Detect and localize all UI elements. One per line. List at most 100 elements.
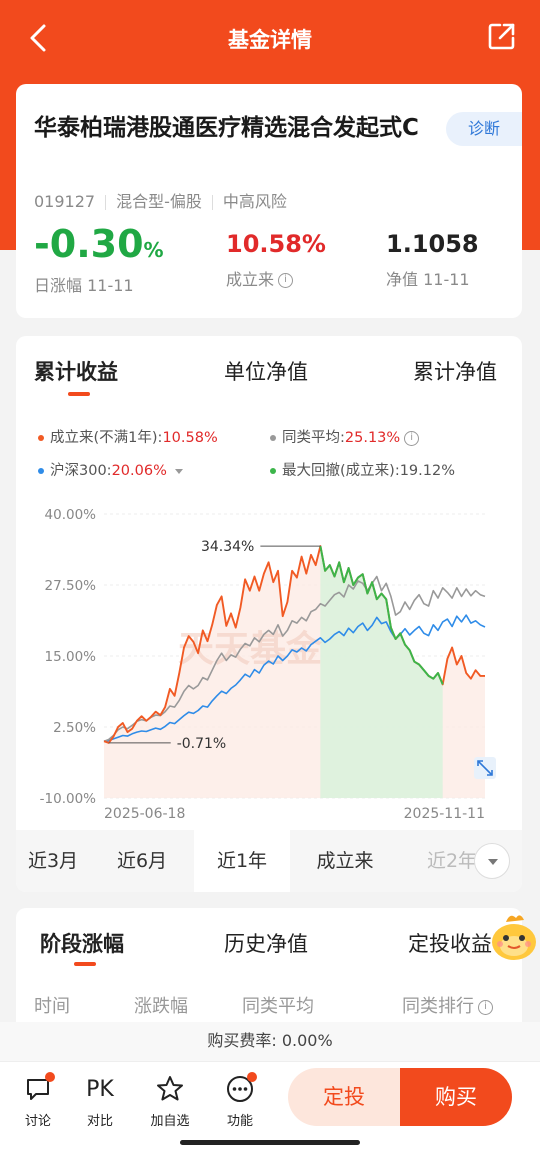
mascot-icon[interactable]	[488, 912, 540, 966]
legend-fund: 成立来(不满1年):10.58%	[38, 426, 218, 447]
legend-drawdown: 最大回撤(成立来):19.12%	[270, 459, 455, 480]
tab-unit-nav[interactable]: 单位净值	[224, 360, 308, 384]
column-peer-rank: 同类排行 i	[402, 992, 493, 1018]
series-line-index	[103, 614, 486, 742]
column-peer-average: 同类平均	[242, 996, 314, 1017]
star-icon	[157, 1076, 183, 1101]
nav-label: 净值 11-11	[386, 270, 470, 289]
legend-fund-value: 10.58%	[162, 430, 218, 446]
legend-dot	[38, 435, 44, 441]
tab-underline	[74, 962, 96, 966]
chart-annotations: 34.34% -0.71%	[108, 539, 321, 752]
fund-meta: 019127 混合型-偏股 中高风险	[34, 188, 287, 212]
bottom-action-bar: 讨论 PK 对比 加自选 功能 定投 购买	[0, 1062, 540, 1157]
y-tick-label: 15.00%	[45, 649, 97, 665]
nav-add-watchlist[interactable]: 加自选	[145, 1072, 195, 1129]
y-tick-label: 2.50%	[53, 720, 96, 736]
nav-functions[interactable]: 功能	[215, 1072, 265, 1129]
drawdown-area	[320, 546, 443, 798]
back-arrow-icon[interactable]	[22, 20, 58, 56]
more-periods-button[interactable]	[474, 843, 510, 879]
series-line-drawdown	[319, 545, 444, 685]
daily-change-label: 日涨幅 11-11	[34, 276, 134, 295]
fund-type: 混合型-偏股	[116, 192, 202, 211]
legend-fund-label: 成立来(不满1年):	[50, 430, 163, 446]
since-inception-label-row[interactable]: 成立来 i	[226, 266, 326, 290]
y-axis-ticks: 40.00% 27.50% 15.00% 2.50% -10.00%	[40, 507, 97, 807]
legend-index-value: 20.06%	[111, 463, 167, 479]
y-tick-label: 40.00%	[45, 507, 97, 523]
legend-dot	[270, 435, 276, 441]
app-header: 基金详情	[0, 0, 540, 76]
tab-stage-change[interactable]: 阶段涨幅	[40, 932, 124, 956]
info-icon[interactable]: i	[278, 273, 294, 288]
nav-discuss-label: 讨论	[24, 1114, 51, 1129]
period-selector: 近3月 近6月 近1年 成立来 近2年	[16, 830, 522, 892]
min-annotation: -0.71%	[177, 736, 227, 752]
notification-badge	[247, 1072, 257, 1082]
more-dots-icon	[227, 1076, 253, 1102]
legend-dot	[270, 468, 276, 474]
tab-underline	[68, 392, 90, 396]
series-line-peer	[103, 575, 486, 742]
fund-info-card: 华泰柏瑞港股通医疗精选混合发起式C 诊断 019127 混合型-偏股 中高风险 -0…	[16, 84, 522, 318]
info-icon[interactable]: i	[478, 999, 493, 1015]
period-1y[interactable]: 近1年	[194, 830, 290, 892]
share-icon[interactable]	[486, 20, 518, 52]
info-icon[interactable]: i	[404, 430, 420, 446]
tab-cumulative-return[interactable]: 累计收益	[34, 360, 118, 384]
legend-peer-label: 同类平均:	[282, 430, 345, 446]
nav-value: 1.1058	[386, 230, 479, 258]
y-tick-label: -10.00%	[40, 791, 97, 807]
expand-icon[interactable]	[474, 757, 496, 779]
x-tick-end: 2025-11-11	[404, 806, 485, 822]
legend-peer-value: 25.13%	[344, 430, 401, 446]
notification-badge	[45, 1072, 55, 1082]
legend-peer: 同类平均:25.13% i	[270, 426, 420, 447]
period-2y[interactable]: 近2年	[426, 850, 478, 872]
tab-dingtou-return[interactable]: 定投收益	[408, 932, 492, 956]
return-chart[interactable]: 40.00%27.50%15.00%2.50%-10.00% 天天基金 34.3…	[16, 496, 522, 826]
performance-chart-card: 累计收益 单位净值 累计净值 成立来(不满1年):10.58% 同类平均:25.…	[16, 336, 522, 892]
daily-change-unit: %	[143, 238, 164, 262]
tab-history-nav[interactable]: 历史净值	[224, 932, 308, 956]
column-change: 涨跌幅	[134, 996, 188, 1017]
nav-discuss[interactable]: 讨论	[13, 1072, 63, 1129]
period-3m[interactable]: 近3月	[27, 850, 79, 872]
nav-add-watchlist-label: 加自选	[150, 1114, 190, 1129]
home-indicator	[180, 1140, 360, 1145]
legend-dot	[38, 468, 44, 474]
pk-icon: PK	[86, 1076, 114, 1102]
divider	[211, 195, 213, 210]
since-inception-stat: 10.58% 成立来 i	[226, 224, 326, 290]
nav-compare-label: 对比	[86, 1114, 113, 1129]
purchase-fee: 购买费率: 0.00%	[0, 1022, 540, 1062]
column-time: 时间	[34, 996, 70, 1017]
fund-risk: 中高风险	[222, 192, 287, 211]
column-peer-rank-label: 同类排行	[402, 996, 474, 1017]
tab-cumulative-nav[interactable]: 累计净值	[413, 360, 497, 384]
legend-index[interactable]: 沪深300:20.06%	[38, 459, 183, 480]
dingtou-button[interactable]: 定投	[288, 1068, 400, 1126]
max-annotation: 34.34%	[201, 539, 254, 555]
x-tick-start: 2025-06-18	[104, 806, 185, 822]
since-inception-label: 成立来	[226, 270, 275, 289]
legend-drawdown-label: 最大回撤(成立来):	[282, 463, 400, 479]
chat-bubble-icon	[27, 1079, 49, 1100]
fund-code: 019127	[34, 192, 96, 211]
nav-stat: 1.1058 净值 11-11	[386, 224, 479, 290]
divider	[105, 195, 107, 210]
nav-compare[interactable]: PK 对比	[75, 1072, 125, 1130]
chevron-down-icon[interactable]	[174, 468, 183, 474]
diagnose-button[interactable]: 诊断	[446, 112, 522, 146]
daily-change-value: -0.30%	[34, 224, 164, 270]
chart-areas	[104, 546, 485, 798]
period-6m[interactable]: 近6月	[116, 850, 168, 872]
legend-drawdown-value: 19.12%	[399, 463, 455, 479]
period-since-inception[interactable]: 成立来	[316, 850, 374, 872]
legend-index-label: 沪深300:	[50, 463, 112, 479]
page-title: 基金详情	[228, 28, 312, 52]
y-tick-label: 27.50%	[45, 578, 97, 594]
buy-button[interactable]: 购买	[400, 1068, 512, 1126]
chart-tabs: 累计收益 单位净值 累计净值	[16, 356, 522, 396]
